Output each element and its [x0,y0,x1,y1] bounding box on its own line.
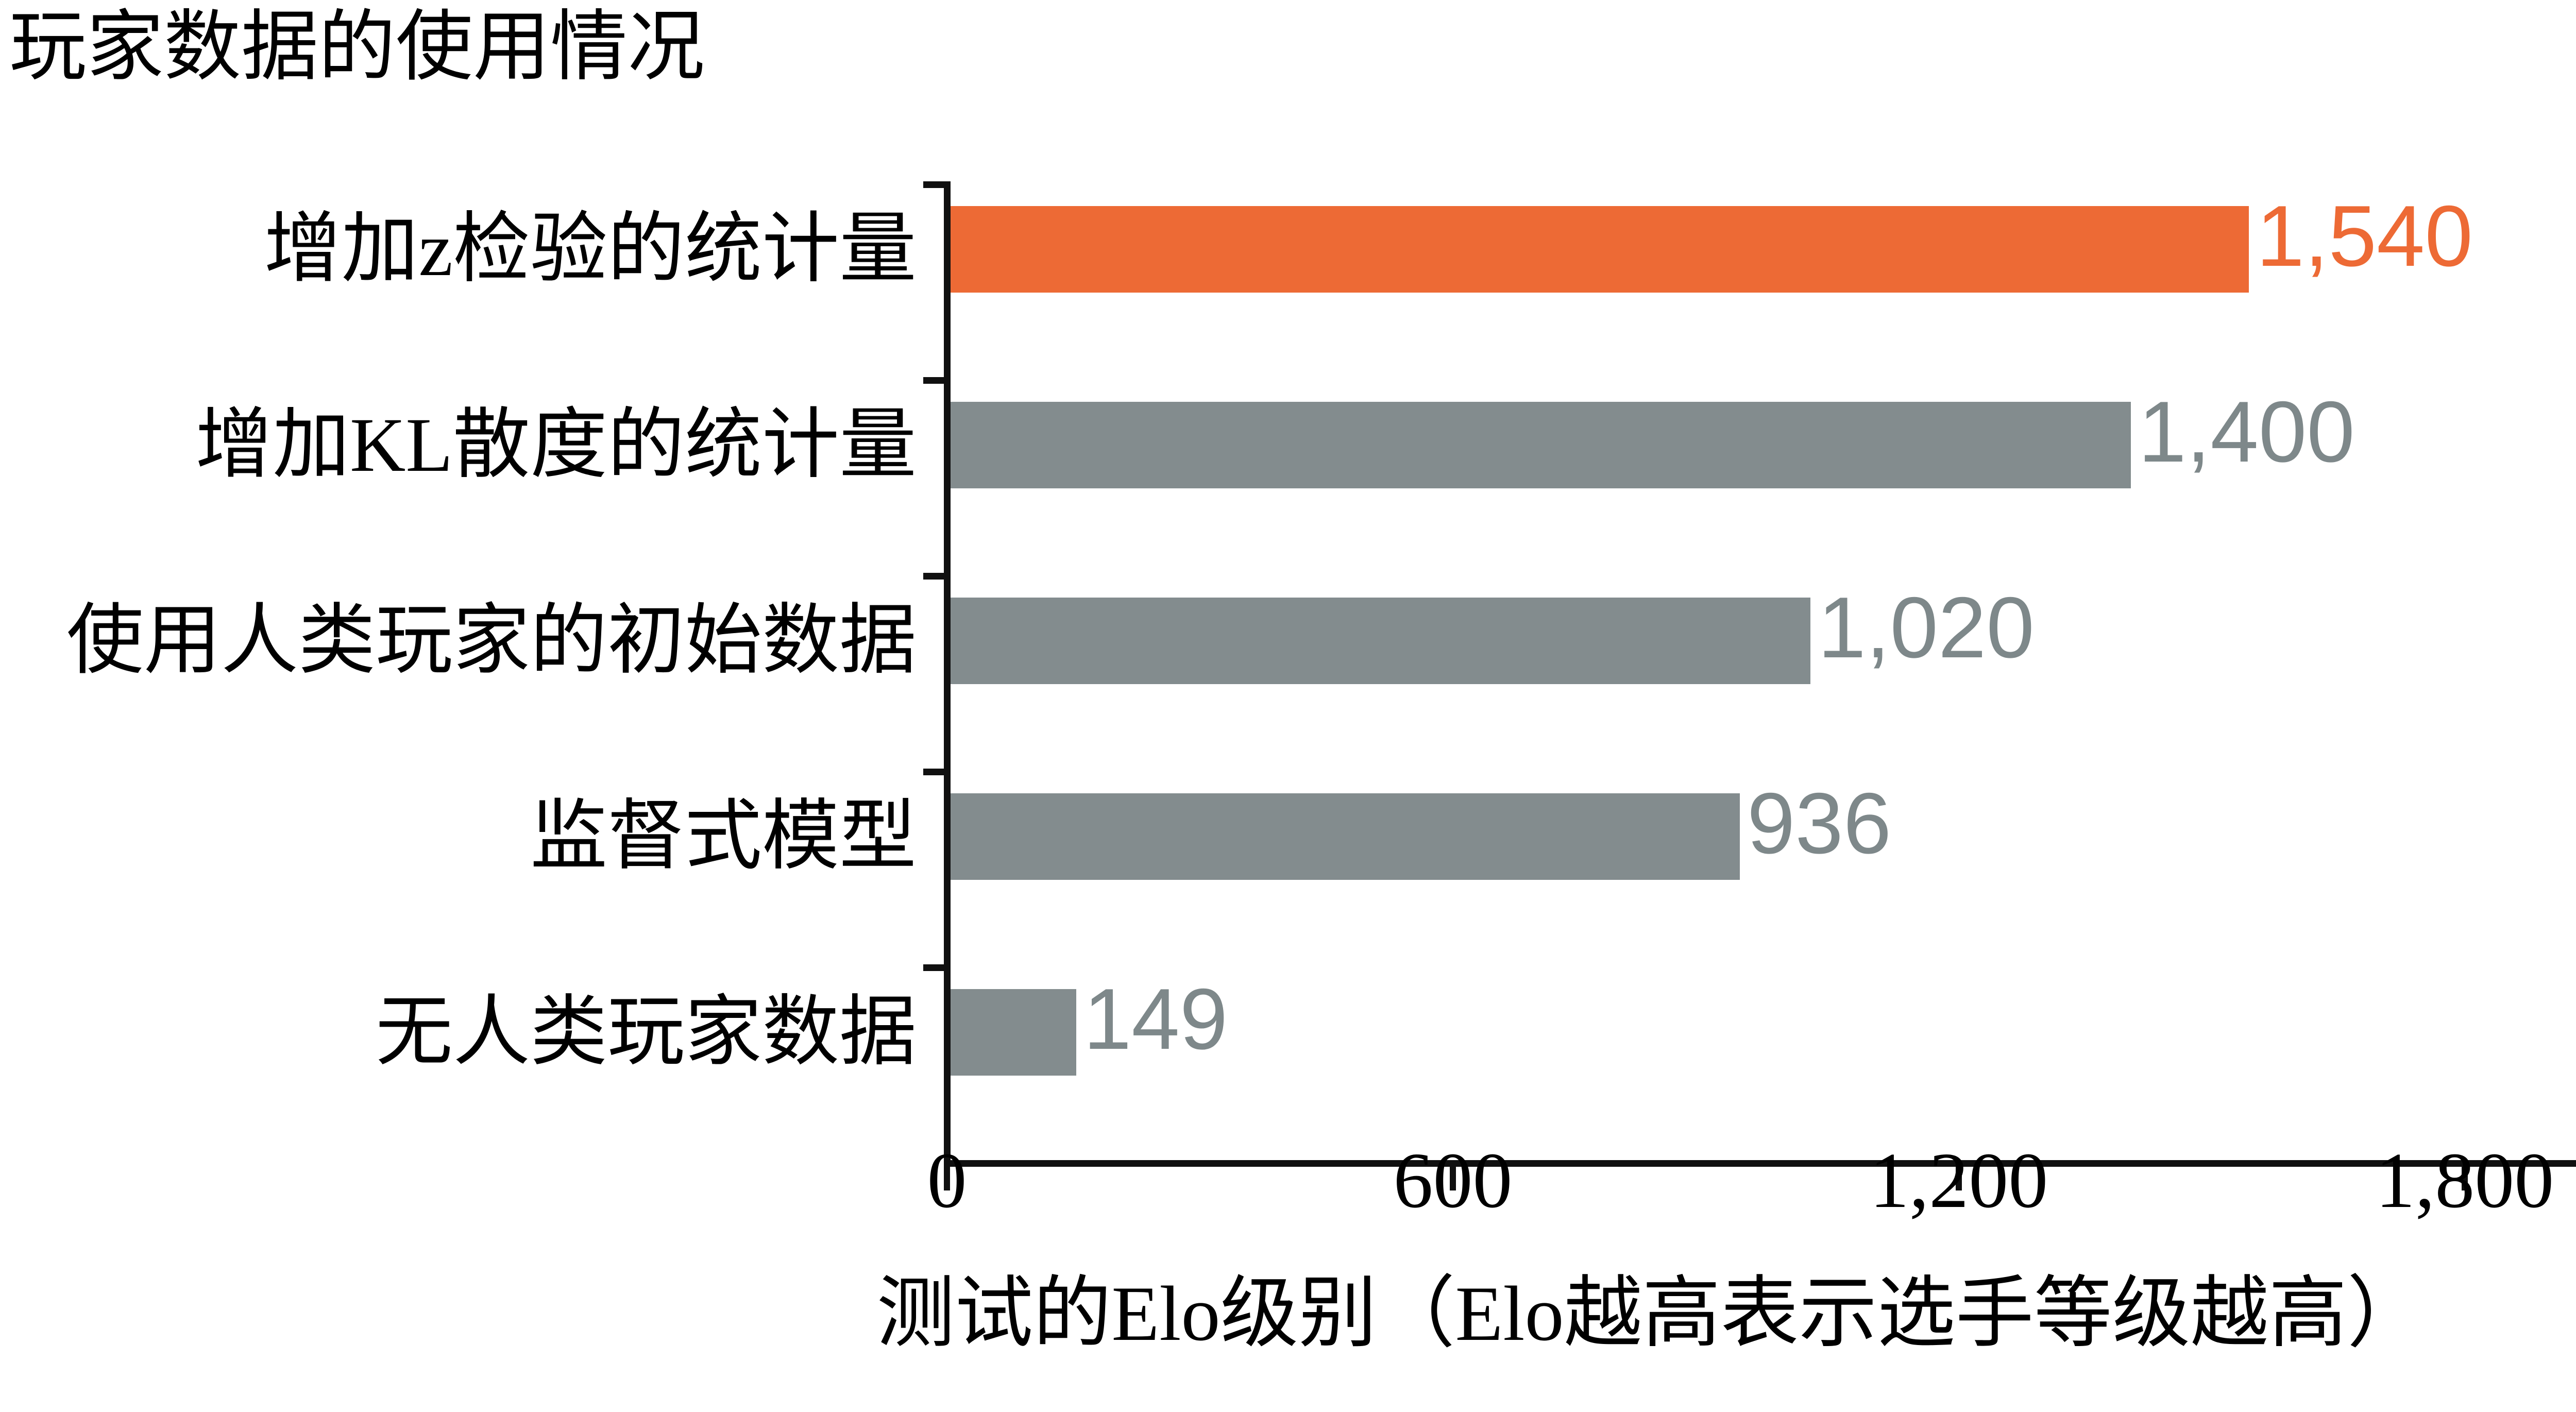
y-axis-tick [923,964,945,971]
bar-value-label: 1,400 [2138,383,2355,480]
bar-value-label: 936 [1747,775,1892,872]
x-axis-tick-label: 0 [927,1137,967,1224]
x-axis-line [944,1160,2576,1167]
category-label: 增加z检验的统计量 [264,207,917,292]
x-axis-tick [1450,1167,1456,1190]
category-label: 监督式模型 [530,794,917,879]
bar[interactable] [951,598,1811,684]
bar-value-label: 1,020 [1818,579,2035,676]
y-axis-line [944,181,951,1160]
bar[interactable] [951,402,2131,488]
plot-area: 1,540 1,400 1,020 936 149 [923,181,2576,1190]
y-axis-tick [923,181,945,188]
x-axis-tick-label: 1,200 [1869,1137,2048,1224]
bar[interactable] [951,206,2249,293]
bar-value-label: 1,540 [2256,188,2473,284]
chart-title: 玩家数据的使用情况 [9,5,705,90]
y-axis-tick [923,573,945,580]
x-axis-tick-label: 1,800 [2375,1137,2554,1224]
category-label: 使用人类玩家的初始数据 [66,598,917,684]
x-axis-tick-label: 600 [1393,1137,1513,1224]
bar-value-label: 149 [1083,971,1228,1067]
y-axis-tick [923,769,945,775]
x-axis-tick [2462,1167,2468,1190]
x-axis-tick [1956,1167,1962,1190]
bar[interactable] [951,989,1076,1076]
y-axis-tick [923,377,945,384]
x-axis-title: 测试的Elo级别（Elo越高表示选手等级越高） [876,1270,2426,1357]
category-label: 增加KL散度的统计量 [195,402,917,488]
x-axis-tick [944,1167,950,1190]
bar[interactable] [951,793,1740,880]
category-label: 无人类玩家数据 [375,990,917,1075]
